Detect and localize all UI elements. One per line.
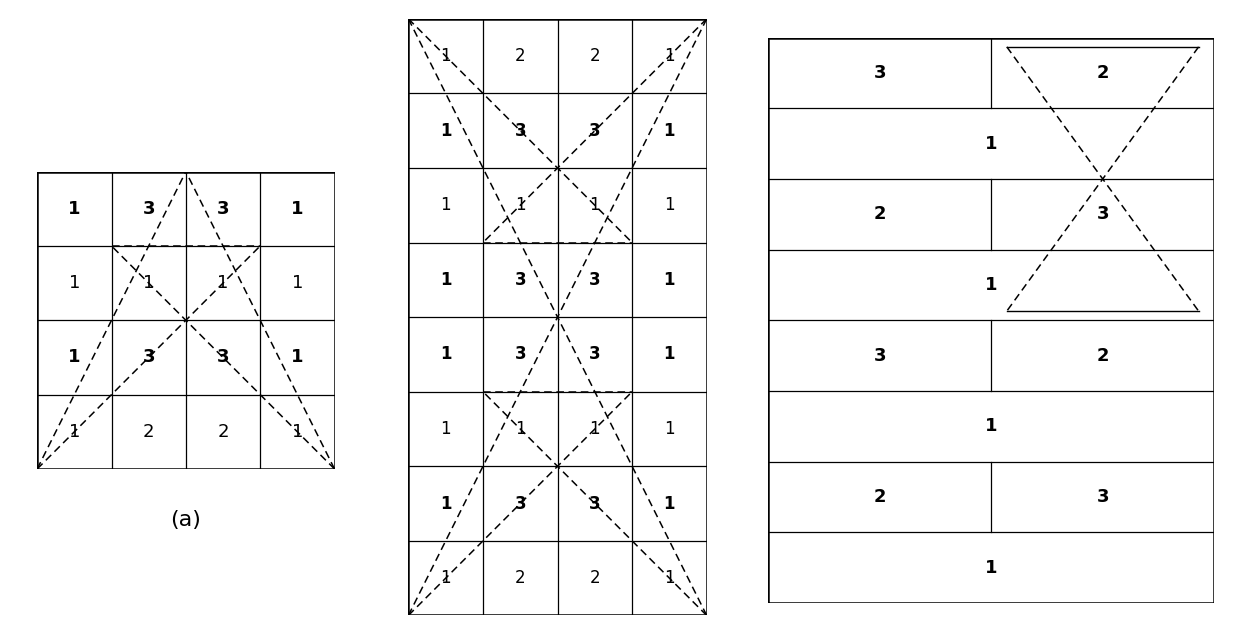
- Text: 3: 3: [589, 495, 601, 512]
- Text: 1: 1: [440, 569, 451, 587]
- Text: 3: 3: [589, 271, 601, 289]
- Text: 1: 1: [664, 271, 675, 289]
- Text: 1: 1: [590, 420, 600, 438]
- Text: 3: 3: [514, 345, 527, 364]
- Text: 2: 2: [515, 569, 525, 587]
- Text: 3: 3: [873, 64, 886, 82]
- Text: 2: 2: [590, 569, 600, 587]
- Text: 1: 1: [291, 274, 304, 292]
- Text: 1: 1: [440, 420, 451, 438]
- Text: 1: 1: [217, 274, 229, 292]
- Text: 3: 3: [217, 200, 229, 218]
- Text: 1: 1: [68, 274, 81, 292]
- Text: 2: 2: [142, 423, 155, 441]
- Text: 3: 3: [589, 345, 601, 364]
- Text: 3: 3: [142, 200, 155, 218]
- Text: 1: 1: [664, 495, 675, 512]
- Text: 2: 2: [873, 205, 886, 224]
- Text: 2: 2: [590, 47, 600, 65]
- Text: 1: 1: [291, 200, 304, 218]
- Text: 1: 1: [985, 558, 997, 577]
- Text: 1: 1: [440, 197, 451, 214]
- Text: 3: 3: [873, 347, 886, 365]
- Text: 1: 1: [590, 197, 600, 214]
- Text: 2: 2: [217, 423, 229, 441]
- Text: 3: 3: [1097, 488, 1109, 506]
- Text: 1: 1: [440, 47, 451, 65]
- Text: 1: 1: [664, 197, 675, 214]
- Text: 2: 2: [515, 47, 525, 65]
- Text: 3: 3: [514, 122, 527, 139]
- Text: 2: 2: [1097, 347, 1109, 365]
- Text: 3: 3: [1097, 205, 1109, 224]
- Text: 1: 1: [985, 417, 997, 435]
- Text: 1: 1: [664, 420, 675, 438]
- Text: 1: 1: [291, 349, 304, 367]
- Text: 1: 1: [440, 122, 451, 139]
- Text: 3: 3: [514, 495, 527, 512]
- Text: 2: 2: [873, 488, 886, 506]
- Text: 1: 1: [664, 345, 675, 364]
- Text: 1: 1: [664, 122, 675, 139]
- Text: 3: 3: [514, 271, 527, 289]
- Text: 3: 3: [589, 122, 601, 139]
- Text: 1: 1: [68, 423, 81, 441]
- Text: 1: 1: [142, 274, 155, 292]
- Text: 1: 1: [291, 423, 304, 441]
- Text: 1: 1: [664, 569, 675, 587]
- Text: 3: 3: [217, 349, 229, 367]
- Text: 1: 1: [440, 495, 451, 512]
- Text: 3: 3: [142, 349, 155, 367]
- Text: 1: 1: [440, 345, 451, 364]
- Text: 1: 1: [985, 134, 997, 153]
- Text: 1: 1: [68, 200, 81, 218]
- Text: 1: 1: [664, 47, 675, 65]
- Text: 2: 2: [1097, 64, 1109, 82]
- Text: 1: 1: [985, 276, 997, 294]
- Text: 1: 1: [68, 349, 81, 367]
- Text: 1: 1: [515, 197, 525, 214]
- Text: 1: 1: [440, 271, 451, 289]
- Text: (a): (a): [171, 510, 201, 530]
- Text: 1: 1: [515, 420, 525, 438]
